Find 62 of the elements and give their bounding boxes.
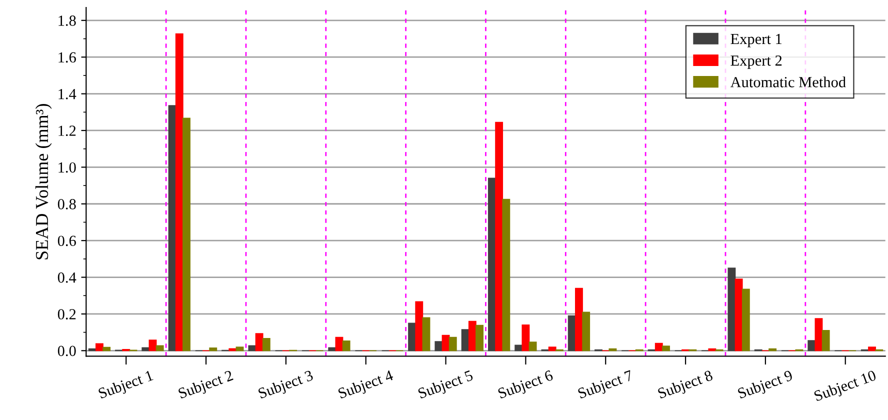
legend-label: Expert 1 xyxy=(730,34,782,48)
x-tick-label: Subject 10 xyxy=(813,370,878,404)
x-tick-label: Subject 7 xyxy=(577,370,634,402)
bar xyxy=(742,288,750,352)
bar xyxy=(448,336,457,352)
bar xyxy=(514,344,523,352)
bar xyxy=(434,341,443,352)
x-tick-label: Subject 5 xyxy=(417,370,474,402)
bar xyxy=(255,333,264,352)
bar xyxy=(335,336,344,352)
bar xyxy=(654,342,663,352)
x-tick-label: Subject 2 xyxy=(178,370,235,402)
bar xyxy=(342,340,350,352)
bar xyxy=(248,345,256,352)
bar xyxy=(814,318,823,352)
bar xyxy=(582,312,590,352)
bar xyxy=(142,347,150,352)
bar xyxy=(422,317,430,352)
bar xyxy=(209,347,218,352)
bar xyxy=(728,268,736,352)
x-tick-label: Subject 8 xyxy=(657,370,714,402)
y-tick-label: 1.2 xyxy=(58,126,76,136)
x-tick-label: Subject 3 xyxy=(258,370,315,402)
bar xyxy=(868,346,876,352)
bar xyxy=(808,340,816,352)
y-tick-label: 0.8 xyxy=(58,199,76,210)
bar xyxy=(156,345,164,352)
bar xyxy=(468,320,476,352)
bar xyxy=(148,340,157,352)
bar xyxy=(502,198,510,352)
bar xyxy=(262,338,270,352)
bar xyxy=(575,288,583,352)
bar xyxy=(182,118,190,352)
y-tick-label: 0.2 xyxy=(58,309,76,320)
bar xyxy=(662,346,670,352)
x-tick-label: Subject 4 xyxy=(338,369,395,402)
y-tick-label: 1.8 xyxy=(58,16,76,26)
bar xyxy=(175,33,184,352)
y-tick-label: 1.6 xyxy=(58,52,76,63)
bar xyxy=(528,342,537,352)
y-tick-label: 1.0 xyxy=(58,162,76,173)
legend-label: Expert 2 xyxy=(730,55,782,69)
bar xyxy=(522,324,530,352)
bar xyxy=(236,346,244,352)
x-tick-label: Subject 1 xyxy=(98,370,155,402)
y-axis-title: SEAD Volume (mm³) xyxy=(35,104,52,260)
bar xyxy=(415,301,424,352)
y-tick-label: 0.6 xyxy=(58,236,76,246)
bar xyxy=(476,324,484,352)
y-tick-label: 1.4 xyxy=(58,89,76,100)
x-tick-label: Subject 9 xyxy=(737,370,794,402)
bar xyxy=(548,346,556,352)
bar xyxy=(102,346,111,352)
bar xyxy=(495,122,504,352)
x-tick-label: Subject 6 xyxy=(497,370,555,402)
bar xyxy=(734,278,743,352)
y-tick-label: 0.4 xyxy=(58,272,76,283)
bar xyxy=(822,330,830,352)
legend-label: Automatic Method xyxy=(730,76,846,88)
bar xyxy=(228,348,237,352)
y-tick-label: 0.0 xyxy=(58,346,76,356)
bar xyxy=(95,343,104,352)
